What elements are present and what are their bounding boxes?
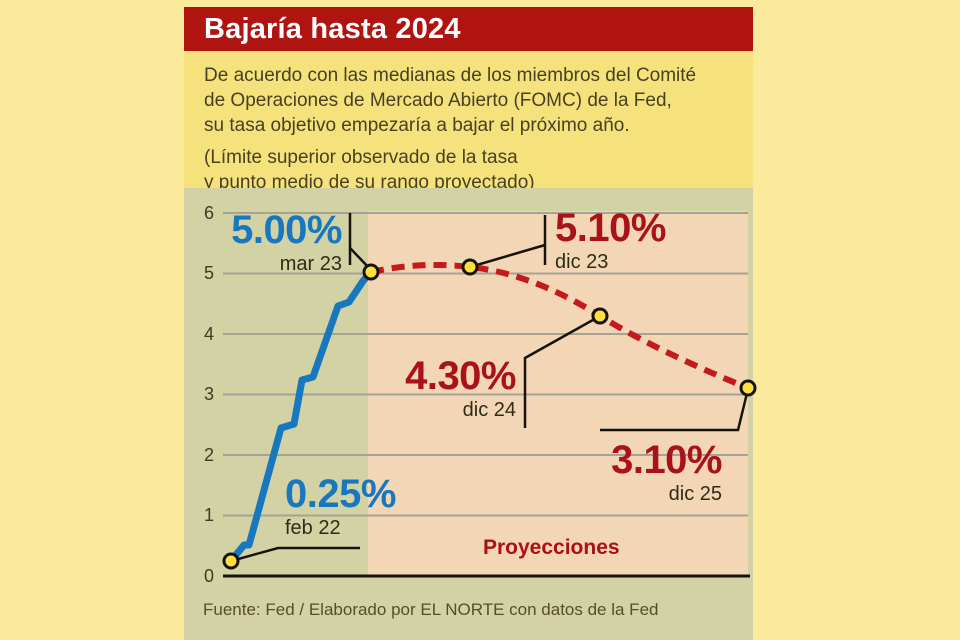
annotation-dic23: 5.10% dic 23 — [555, 208, 705, 272]
intro-paragraph: De acuerdo con las medianas de los miemb… — [204, 63, 753, 138]
y-tick-1: 1 — [203, 505, 214, 525]
annotation-dic25: 3.10% dic 25 — [574, 440, 722, 504]
callout-line-dic23-diag — [469, 243, 546, 269]
marker-dic25 — [739, 379, 757, 397]
projections-label: Proyecciones — [483, 536, 620, 559]
rate-chart — [222, 211, 757, 578]
y-tick-5: 5 — [203, 263, 214, 283]
marker-dic24 — [591, 307, 609, 325]
annotation-feb22-value: 0.25% — [285, 472, 396, 516]
marker-dic23 — [461, 258, 479, 276]
intro-block: De acuerdo con las medianas de los miemb… — [184, 51, 753, 193]
intro-note-line: (Límite superior observado de la tasa — [204, 147, 518, 168]
callout-line-dic24 — [523, 314, 601, 428]
intro-note: (Límite superior observado de la tasa y … — [204, 145, 753, 195]
annotation-dic23-value: 5.10% — [555, 206, 666, 250]
source-credit: Fuente: Fed / Elaborado por EL NORTE con… — [203, 600, 659, 619]
projected-rate-line — [370, 261, 750, 391]
marker-mar23 — [362, 263, 380, 281]
intro-line: De acuerdo con las medianas de los miemb… — [204, 65, 697, 86]
marker-feb22 — [222, 552, 240, 570]
y-tick-0: 0 — [203, 566, 214, 586]
annotation-feb22-date: feb 22 — [285, 517, 341, 539]
intro-line: su tasa objetivo empezaría a bajar el pr… — [204, 115, 630, 136]
y-tick-6: 6 — [203, 203, 214, 223]
annotation-mar23: 5.00% mar 23 — [190, 210, 342, 274]
annotation-feb22: 0.25% feb 22 — [285, 474, 435, 538]
y-tick-2: 2 — [203, 445, 214, 465]
annotation-dic25-date: dic 25 — [668, 483, 722, 505]
page-title: Bajaría hasta 2024 — [204, 12, 461, 45]
title-bar: Bajaría hasta 2024 — [184, 7, 753, 51]
y-tick-3: 3 — [203, 384, 214, 404]
callout-line-dic25 — [600, 388, 750, 432]
intro-note-line: y punto medio de su rango proyectado) — [204, 172, 535, 193]
observed-rate-line — [227, 268, 375, 565]
annotation-dic24: 4.30% dic 24 — [368, 356, 516, 420]
annotation-dic23-date: dic 23 — [555, 251, 609, 273]
annotation-mar23-date: mar 23 — [279, 253, 342, 275]
annotation-mar23-value: 5.00% — [231, 208, 342, 252]
annotation-dic24-value: 4.30% — [405, 354, 516, 398]
annotation-dic24-date: dic 24 — [462, 399, 516, 421]
data-point-markers — [222, 258, 757, 570]
annotation-dic25-value: 3.10% — [611, 438, 722, 482]
intro-line: de Operaciones de Mercado Abierto (FOMC)… — [204, 90, 672, 111]
callout-line-feb22 — [230, 546, 360, 563]
y-tick-4: 4 — [203, 324, 214, 344]
gridlines — [223, 212, 748, 517]
